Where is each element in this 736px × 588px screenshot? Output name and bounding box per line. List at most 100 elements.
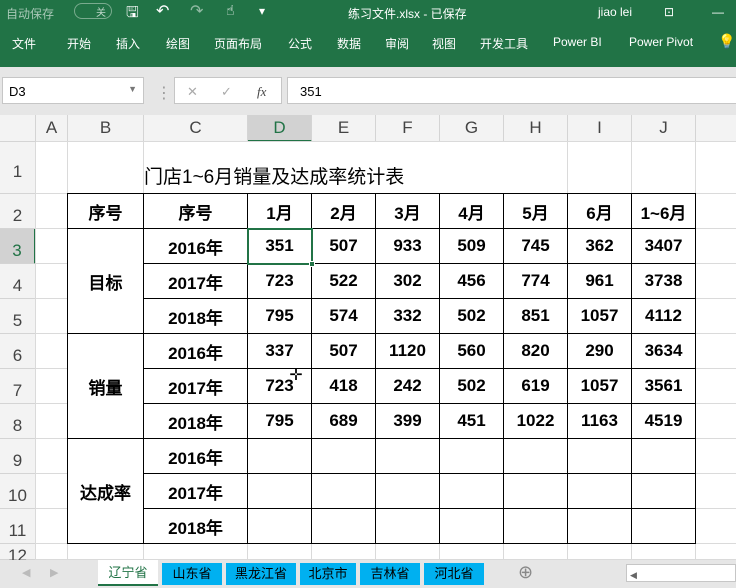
value-cell[interactable]: 723: [265, 376, 294, 395]
ribbon-tab[interactable]: 文件: [12, 37, 37, 51]
year-cell[interactable]: 2016年: [168, 343, 223, 363]
year-cell[interactable]: 2017年: [168, 378, 223, 398]
minimize-icon[interactable]: —: [712, 5, 724, 19]
column-header[interactable]: C: [144, 115, 248, 142]
group-label[interactable]: 目标: [88, 273, 123, 293]
value-cell[interactable]: 560: [457, 341, 486, 360]
scroll-left-icon[interactable]: ◀: [22, 567, 31, 579]
touch-mode-icon[interactable]: ☝: [226, 2, 235, 18]
column-header[interactable]: H: [504, 115, 568, 142]
chevron-down-icon[interactable]: ▼: [128, 84, 137, 94]
ribbon-tab[interactable]: 视图: [432, 37, 457, 51]
ribbon-tab[interactable]: Power BI: [553, 35, 602, 49]
tell-me-icon[interactable]: 💡: [718, 33, 736, 49]
value-cell[interactable]: 456: [457, 271, 486, 290]
value-cell[interactable]: 418: [329, 376, 358, 395]
value-cell[interactable]: 933: [393, 236, 422, 255]
value-cell[interactable]: 502: [457, 306, 486, 325]
table-header[interactable]: 6月: [586, 203, 613, 223]
row-header[interactable]: 4: [0, 264, 36, 299]
ribbon-tab[interactable]: 页面布局: [214, 37, 263, 51]
row-header[interactable]: 9: [0, 439, 36, 474]
worksheet-grid[interactable]: A B C D E F G H I J 1 2 3 4 5 6 7 8 9 10 11 12 门店1~6月销量及达成率统计表…: [0, 115, 736, 560]
value-cell[interactable]: 574: [329, 306, 358, 325]
ribbon-tab[interactable]: 公式: [288, 37, 313, 51]
customize-icon[interactable]: ▾: [259, 4, 266, 18]
row-header[interactable]: 7: [0, 369, 36, 404]
value-cell[interactable]: 745: [521, 236, 550, 255]
sheet-tab[interactable]: 北京市: [300, 563, 356, 585]
value-cell[interactable]: 507: [329, 341, 358, 360]
value-cell[interactable]: 3738: [644, 271, 683, 290]
ribbon-tab[interactable]: 插入: [116, 37, 141, 51]
value-cell[interactable]: 509: [457, 236, 486, 255]
table-header[interactable]: 1~6月: [640, 203, 687, 223]
column-header[interactable]: I: [568, 115, 632, 142]
group-label[interactable]: 达成率: [80, 483, 131, 503]
value-cell[interactable]: 302: [393, 271, 422, 290]
save-icon[interactable]: 🖫: [126, 4, 139, 21]
row-header[interactable]: 6: [0, 334, 36, 369]
value-cell[interactable]: 851: [521, 306, 550, 325]
value-cell[interactable]: 723: [265, 271, 294, 290]
redo-icon[interactable]: ↷: [190, 3, 204, 20]
table-header[interactable]: 序号: [178, 203, 213, 223]
enter-icon[interactable]: ✓: [221, 84, 232, 99]
value-cell[interactable]: 4112: [645, 306, 682, 325]
sheet-tab[interactable]: 河北省: [424, 563, 484, 585]
add-sheet-icon[interactable]: ⊕: [518, 562, 534, 582]
table-header[interactable]: 3月: [394, 203, 421, 223]
autosave-toggle[interactable]: 关: [74, 3, 112, 19]
value-cell[interactable]: 1057: [580, 376, 619, 395]
year-cell[interactable]: 2018年: [168, 413, 223, 433]
ribbon-tab[interactable]: 数据: [337, 37, 362, 51]
ribbon-tab[interactable]: 开始: [67, 37, 92, 51]
value-cell[interactable]: 795: [265, 306, 294, 325]
column-header[interactable]: [696, 115, 736, 142]
row-header[interactable]: 10: [0, 474, 36, 509]
value-cell[interactable]: 3407: [644, 236, 683, 255]
row-header[interactable]: 8: [0, 404, 36, 439]
column-header[interactable]: G: [440, 115, 504, 142]
sheet-tab[interactable]: 黑龙江省: [226, 563, 296, 585]
value-cell[interactable]: 399: [393, 411, 422, 430]
horizontal-scrollbar[interactable]: ◀: [626, 564, 736, 582]
value-cell[interactable]: 507: [329, 236, 358, 255]
ribbon-display-icon[interactable]: ⊡: [664, 5, 675, 19]
table-header[interactable]: 1月: [266, 203, 293, 223]
year-cell[interactable]: 2016年: [168, 448, 223, 468]
value-cell[interactable]: 1057: [580, 306, 619, 325]
scroll-left-arrow-icon[interactable]: ◀: [630, 570, 637, 580]
column-header[interactable]: J: [632, 115, 696, 142]
group-label[interactable]: 销量: [88, 378, 123, 398]
sheet-tab[interactable]: 山东省: [162, 563, 222, 585]
scroll-right-icon[interactable]: ▶: [50, 567, 59, 579]
sheet-tab-active[interactable]: 辽宁省: [98, 560, 158, 586]
value-cell[interactable]: 242: [393, 376, 422, 395]
select-all-corner[interactable]: [0, 115, 36, 142]
value-cell[interactable]: 362: [585, 236, 614, 255]
sheet-title[interactable]: 门店1~6月销量及达成率统计表: [144, 142, 564, 194]
user-name[interactable]: jiao lei: [598, 5, 633, 19]
year-cell[interactable]: 2017年: [168, 483, 223, 503]
value-cell[interactable]: 1022: [516, 411, 555, 430]
value-cell[interactable]: 3561: [644, 376, 683, 395]
table-header[interactable]: 2月: [330, 203, 357, 223]
ribbon-tab[interactable]: 开发工具: [480, 37, 529, 51]
table-header[interactable]: 序号: [88, 203, 123, 223]
row-header[interactable]: 1: [0, 142, 36, 194]
year-cell[interactable]: 2017年: [168, 273, 223, 293]
value-cell[interactable]: 961: [585, 271, 614, 290]
row-header[interactable]: 2: [0, 194, 36, 229]
year-cell[interactable]: 2016年: [168, 238, 223, 258]
value-cell[interactable]: 1120: [389, 341, 426, 360]
cancel-icon[interactable]: ✕: [187, 84, 198, 99]
fill-handle[interactable]: [309, 261, 315, 267]
value-cell[interactable]: 689: [329, 411, 358, 430]
value-cell[interactable]: 1163: [581, 411, 618, 430]
column-header[interactable]: E: [312, 115, 376, 142]
column-header[interactable]: D: [248, 115, 312, 142]
value-cell[interactable]: 3634: [644, 341, 683, 360]
active-cell-selection[interactable]: [247, 228, 313, 265]
value-cell[interactable]: 619: [521, 376, 550, 395]
